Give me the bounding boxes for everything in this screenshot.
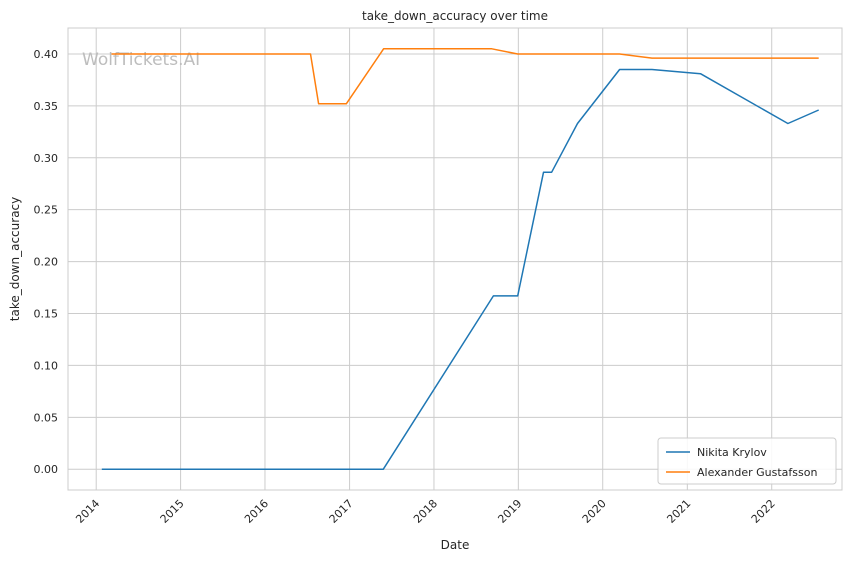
y-tick-label: 0.25 xyxy=(34,204,59,217)
legend-box xyxy=(657,437,837,485)
legend: Nikita Krylov Alexander Gustafsson xyxy=(657,437,837,485)
y-tick-label: 0.05 xyxy=(34,411,59,424)
x-tick-label: 2015 xyxy=(158,497,187,526)
legend-label-alexander-gustafsson: Alexander Gustafsson xyxy=(697,466,817,479)
legend-label-nikita-krylov: Nikita Krylov xyxy=(697,446,767,459)
series-line-nikita-krylov xyxy=(101,68,820,470)
x-tick-label: 2019 xyxy=(495,497,524,526)
watermark-text: WolfTickets.AI xyxy=(82,50,200,70)
x-tick-label: 2021 xyxy=(664,497,693,526)
y-tick-label: 0.30 xyxy=(34,152,59,165)
x-tick-label: 2022 xyxy=(749,497,778,526)
y-axis-ticks: 0.00 0.05 0.10 0.15 0.20 0.25 0.30 0.35 0.40 xyxy=(34,48,59,476)
x-tick-label: 2018 xyxy=(411,497,440,526)
x-tick-label: 2017 xyxy=(327,497,356,526)
y-tick-label: 0.15 xyxy=(34,308,59,321)
x-axis-title: Date xyxy=(441,538,470,552)
series-line-alexander-gustafsson xyxy=(111,48,819,105)
chart-title: take_down_accuracy over time xyxy=(362,9,548,23)
y-tick-label: 0.40 xyxy=(34,48,59,61)
x-axis-ticks: 2014 2015 2016 2017 2018 2019 2020 2021 2022 xyxy=(73,497,778,526)
x-tick-label: 2014 xyxy=(73,497,102,526)
grid xyxy=(68,28,842,490)
x-tick-label: 2016 xyxy=(242,497,271,526)
y-tick-label: 0.35 xyxy=(34,100,59,113)
y-tick-label: 0.10 xyxy=(34,359,59,372)
x-tick-label: 2020 xyxy=(580,497,609,526)
y-axis-title: take_down_accuracy xyxy=(8,197,22,321)
series-lines xyxy=(101,48,820,470)
plot-area xyxy=(67,27,843,491)
y-tick-label: 0.20 xyxy=(34,256,59,269)
y-tick-label: 0.00 xyxy=(34,463,59,476)
